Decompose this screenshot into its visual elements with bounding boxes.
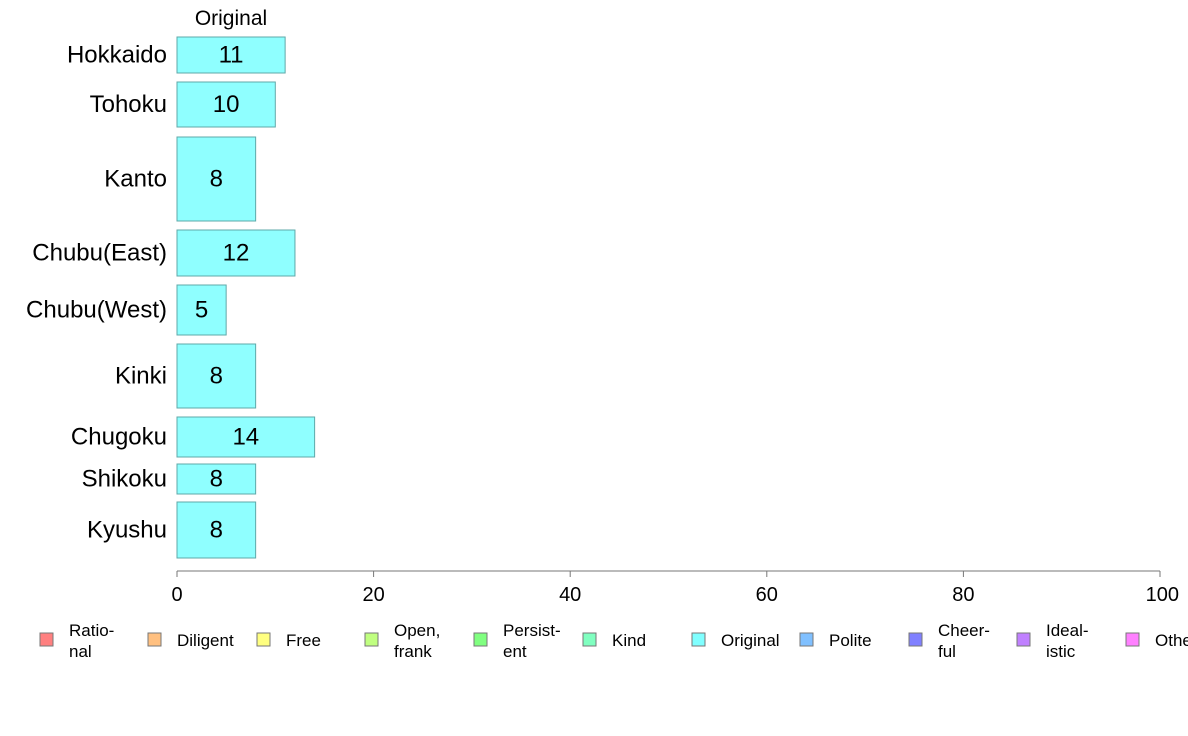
bar-chubu-west — [176, 284, 227, 336]
legend-swatch — [1016, 632, 1031, 647]
category-label: Chubu(West) — [26, 297, 167, 324]
legend-swatch — [1125, 632, 1140, 647]
legend-swatch — [473, 632, 488, 647]
bar-value-label: 12 — [223, 240, 250, 267]
legend-swatch — [147, 632, 162, 647]
legend-label: Diligent — [177, 631, 234, 650]
legend-swatch — [908, 632, 923, 647]
panel-title: Original — [195, 7, 267, 30]
category-label: Shikoku — [82, 466, 167, 493]
bar-hokkaido — [176, 36, 286, 74]
legend-label: Cheer- — [938, 621, 990, 640]
x-tick-label: 40 — [559, 584, 581, 606]
legend-label: nal — [69, 642, 92, 661]
legend: Ratio-nal Diligent Free Open, frank Persist-e… — [39, 621, 1188, 661]
legend-label: frank — [394, 642, 432, 661]
bars-group: Hokkaido 11 Tohoku 10 Kanto 8 Chubu(East) 12 Chu… — [26, 36, 316, 559]
x-tick-label: 60 — [756, 584, 778, 606]
legend-swatch — [691, 632, 706, 647]
legend-label: istic — [1046, 642, 1076, 661]
legend-label: Persist- — [503, 621, 561, 640]
legend-label: Open, — [394, 621, 440, 640]
bar-value-label: 10 — [213, 91, 240, 118]
legend-label: Ratio- — [69, 621, 114, 640]
category-label: Kinki — [115, 363, 167, 390]
bar-value-label: 11 — [219, 42, 244, 69]
legend-label: ent — [503, 642, 527, 661]
bar-value-label: 8 — [210, 363, 223, 390]
legend-swatch — [364, 632, 379, 647]
category-label: Chugoku — [71, 424, 167, 451]
legend-swatch — [39, 632, 54, 647]
category-label: Tohoku — [90, 91, 167, 118]
bar-value-label: 14 — [232, 424, 259, 451]
bar-chugoku — [176, 416, 316, 458]
bar-tohoku — [176, 81, 276, 128]
legend-label: Kind — [612, 631, 646, 650]
legend-label: Free — [286, 631, 321, 650]
bar-value-label: 5 — [195, 297, 208, 324]
legend-label: Other — [1155, 631, 1188, 650]
x-tick-label: 100 — [1146, 584, 1179, 606]
category-label: Kanto — [104, 166, 167, 193]
legend-label: Polite — [829, 631, 872, 650]
legend-label: ful — [938, 642, 956, 661]
bar-value-label: 8 — [210, 517, 223, 544]
legend-label: Ideal- — [1046, 621, 1089, 640]
category-label: Hokkaido — [67, 42, 167, 69]
x-tick-label: 20 — [362, 584, 384, 606]
legend-swatch — [799, 632, 814, 647]
bar-chubu-east — [176, 229, 296, 277]
bar-value-label: 8 — [210, 166, 223, 193]
category-label: Chubu(East) — [32, 240, 167, 267]
category-label: Kyushu — [87, 517, 167, 544]
x-axis: 0 20 40 60 80 100 — [171, 570, 1179, 606]
bar-kanto — [176, 136, 257, 222]
legend-swatch — [256, 632, 271, 647]
legend-label: Original — [721, 631, 780, 650]
bar-kyushu — [176, 501, 257, 559]
bar-shikoku — [176, 463, 257, 495]
bar-kinki — [176, 343, 257, 409]
x-tick-label: 80 — [952, 584, 974, 606]
bar-value-label: 8 — [210, 466, 223, 493]
legend-swatch — [582, 632, 597, 647]
x-tick-label: 0 — [171, 584, 182, 606]
